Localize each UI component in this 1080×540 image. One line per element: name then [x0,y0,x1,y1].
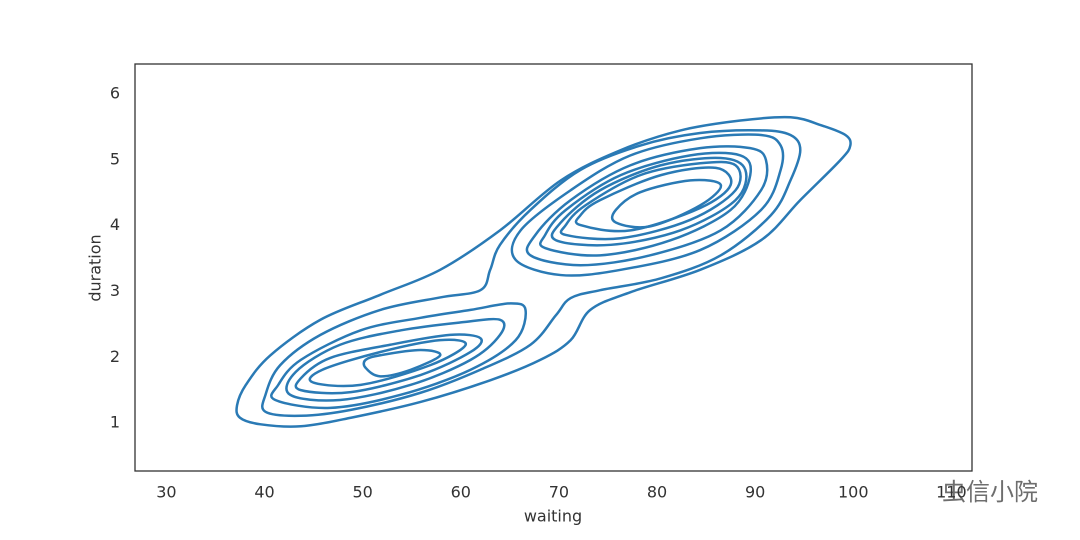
contour-line [559,160,742,241]
y-tick-label: 1 [110,413,120,432]
x-tick-label: 60 [451,483,471,502]
x-axis-label: waiting [524,507,582,526]
contour-line [510,133,785,277]
contour-line [550,156,748,247]
contour-line [294,333,483,395]
x-tick-label: 80 [647,483,667,502]
contour-line [308,338,467,388]
contour-line [261,129,802,418]
contour-line [525,145,769,267]
contour-line [285,317,506,402]
y-tick-label: 2 [110,347,120,366]
y-tick-label: 3 [110,281,120,300]
y-tick-label: 6 [110,84,120,103]
contour-line [235,115,852,428]
contour-line [270,302,527,410]
watermark: 虫信小院 [942,478,1038,506]
contour-line [362,348,442,378]
x-tick-label: 30 [156,483,176,502]
y-tick-label: 4 [110,215,120,234]
contour-line [538,151,753,257]
x-tick-label: 100 [838,483,869,502]
y-tick-label: 5 [110,149,120,168]
x-tick-label: 70 [549,483,569,502]
x-tick-label: 40 [254,483,274,502]
plot-frame [134,63,973,472]
x-tick-label: 110 [936,483,967,502]
y-axis-label: duration [86,234,105,301]
x-tick-label: 50 [352,483,372,502]
x-tick-label: 90 [745,483,765,502]
contour-line [610,178,723,229]
